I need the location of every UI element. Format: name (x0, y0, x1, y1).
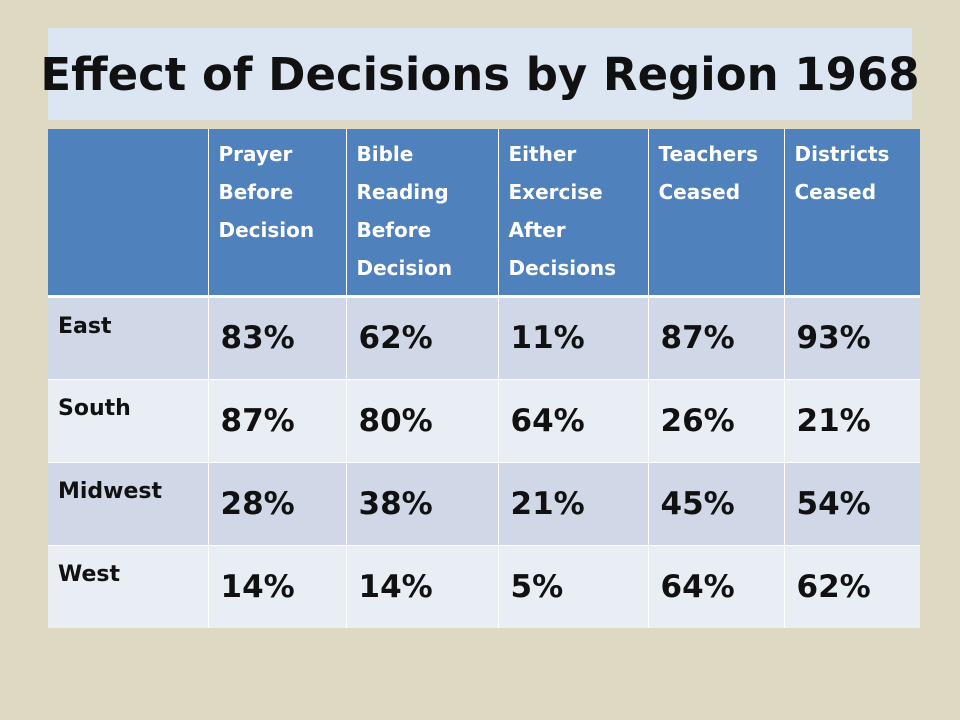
value-cell: 83% (207, 294, 346, 379)
value-cell: 28% (207, 461, 346, 545)
header-cell-districts-ceased: Districts Ceased (783, 129, 920, 296)
value-cell: 38% (345, 461, 498, 545)
header-cell-region (48, 129, 208, 296)
value-cell: 62% (783, 544, 920, 628)
region-cell: West (48, 544, 208, 628)
value-cell: 87% (207, 378, 346, 462)
value-cell: 14% (207, 544, 346, 628)
header-label: Bible Reading Before Decision (356, 142, 453, 280)
title-box: Effect of Decisions by Region 1968 (40, 28, 920, 120)
table-row: Midwest 28% 38% 21% 45% 54% (48, 461, 920, 545)
table-row: East 83% 62% 11% 87% 93% (48, 294, 920, 379)
table-row: West 14% 14% 5% 64% 62% (48, 544, 920, 628)
value-cell: 64% (497, 378, 648, 462)
header-label: Districts Ceased (794, 142, 890, 204)
value-cell: 11% (497, 294, 648, 379)
header-label: Prayer Before Decision (218, 142, 315, 242)
table-row: South 87% 80% 64% 26% 21% (48, 378, 920, 462)
value-cell: 26% (647, 378, 784, 462)
value-cell: 21% (497, 461, 648, 545)
value-cell: 21% (783, 378, 920, 462)
header-cell-prayer-before-decision: Prayer Before Decision (207, 129, 346, 296)
value-cell: 93% (783, 294, 920, 379)
value-cell: 54% (783, 461, 920, 545)
value-cell: 5% (497, 544, 648, 628)
value-cell: 14% (345, 544, 498, 628)
region-cell: South (48, 378, 208, 462)
slide-title: Effect of Decisions by Region 1968 (40, 47, 920, 101)
value-cell: 87% (647, 294, 784, 379)
data-table: Prayer Before Decision Bible Reading Bef… (48, 129, 920, 628)
value-cell: 64% (647, 544, 784, 628)
header-cell-bible-reading-before-decision: Bible Reading Before Decision (345, 129, 498, 296)
region-cell: East (48, 294, 208, 379)
table-header-row: Prayer Before Decision Bible Reading Bef… (48, 129, 920, 296)
header-label: Either Exercise After Decisions (508, 142, 617, 280)
value-cell: 80% (345, 378, 498, 462)
header-cell-teachers-ceased: Teachers Ceased (647, 129, 784, 296)
header-cell-either-exercise-after-decisions: Either Exercise After Decisions (497, 129, 648, 296)
value-cell: 45% (647, 461, 784, 545)
region-cell: Midwest (48, 461, 208, 545)
header-label: Teachers Ceased (658, 142, 758, 204)
value-cell: 62% (345, 294, 498, 379)
